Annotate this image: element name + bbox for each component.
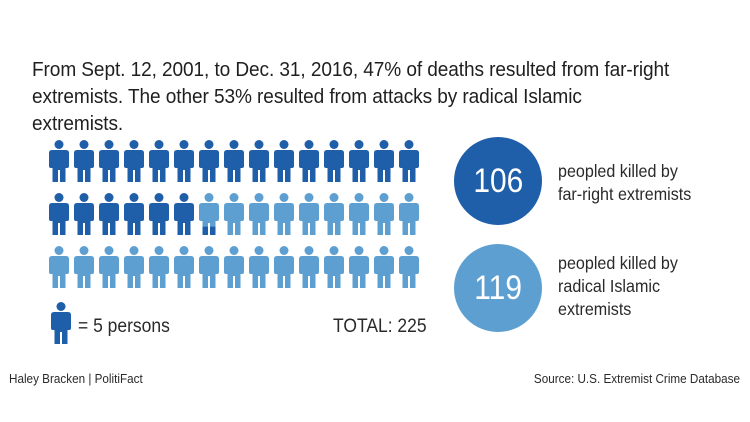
person-icon: [51, 302, 71, 344]
person-icon: [49, 246, 69, 288]
person-icon: [124, 140, 144, 182]
person-icon: [349, 140, 369, 182]
person-icon: [199, 193, 219, 235]
headline: From Sept. 12, 2001, to Dec. 31, 2016, 4…: [32, 58, 670, 135]
person-icon: [74, 140, 94, 182]
legend: = 5 persons: [50, 302, 210, 346]
person-icon: [124, 246, 144, 288]
person-icon: [174, 140, 194, 182]
person-icon: [374, 246, 394, 288]
islamic-count: 119: [474, 268, 522, 307]
islamic-desc-line: extremists: [558, 299, 632, 319]
far-right-desc-line: far-right extremists: [558, 184, 692, 204]
person-icon: [224, 140, 244, 182]
islamic-count-circle: 119: [454, 244, 542, 332]
person-icon: [249, 193, 269, 235]
far-right-count-circle: 106: [454, 137, 542, 225]
person-icon: [324, 140, 344, 182]
islamic-description: peopled killed by radical Islamic extrem…: [558, 252, 678, 321]
far-right-description: peopled killed by far-right extremists: [558, 160, 691, 206]
source-note: Source: U.S. Extremist Crime Database: [533, 371, 740, 386]
person-icon: [174, 246, 194, 288]
person-icon: [249, 140, 269, 182]
person-icon: [124, 193, 144, 235]
person-icon: [399, 140, 419, 182]
person-icon: [74, 246, 94, 288]
person-icon: [99, 246, 119, 288]
legend-label: = 5 persons: [78, 316, 170, 337]
person-icon: [299, 193, 319, 235]
person-icon: [274, 193, 294, 235]
person-icon: [349, 246, 369, 288]
person-icon: [149, 140, 169, 182]
person-icon: [174, 193, 194, 235]
person-icon: [324, 193, 344, 235]
pictogram-grid: [49, 140, 419, 288]
person-icon: [324, 246, 344, 288]
person-icon: [399, 193, 419, 235]
credit: Haley Bracken | PolitiFact: [9, 371, 143, 386]
person-icon: [224, 193, 244, 235]
far-right-desc-line: peopled killed by: [558, 161, 678, 181]
person-icon: [99, 140, 119, 182]
person-icon: [199, 140, 219, 182]
person-icon: [399, 246, 419, 288]
person-icon: [149, 193, 169, 235]
person-icon: [349, 193, 369, 235]
far-right-count: 106: [473, 161, 523, 200]
person-icon: [49, 140, 69, 182]
person-icon: [224, 246, 244, 288]
person-icon: [299, 246, 319, 288]
person-icon: [99, 193, 119, 235]
islamic-desc-line: peopled killed by: [558, 253, 678, 273]
person-icon: [49, 193, 69, 235]
person-icon: [74, 193, 94, 235]
person-icon: [274, 140, 294, 182]
total-label: TOTAL: 225: [333, 316, 427, 337]
person-icon: [199, 246, 219, 288]
person-icon: [249, 246, 269, 288]
person-icon: [299, 140, 319, 182]
person-icon: [374, 193, 394, 235]
person-icon: [374, 140, 394, 182]
person-icon: [149, 246, 169, 288]
islamic-desc-line: radical Islamic: [558, 276, 661, 296]
person-icon: [274, 246, 294, 288]
